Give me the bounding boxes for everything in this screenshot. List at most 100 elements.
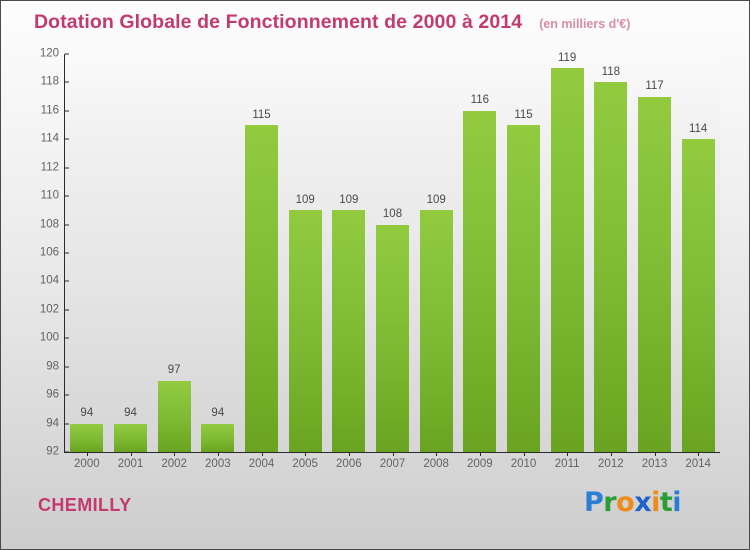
bar[interactable] — [376, 224, 409, 452]
entity-name-label: CHEMILLY — [38, 495, 132, 515]
y-axis-tick-mark — [65, 451, 69, 453]
x-axis-tick-mark — [86, 452, 88, 456]
bar[interactable] — [681, 139, 715, 452]
logo-letter: x — [634, 487, 652, 518]
x-axis-tick-mark — [348, 452, 350, 456]
y-axis-tick-label: 104 — [39, 274, 59, 287]
bar-value-label: 118 — [601, 65, 620, 78]
bar[interactable] — [507, 125, 540, 452]
bar[interactable] — [114, 423, 147, 452]
y-axis-tick-mark — [65, 81, 69, 83]
y-axis-tick-label: 94 — [46, 416, 59, 429]
y-axis-tick-mark — [65, 309, 69, 311]
x-axis-tick-label: 2001 — [117, 458, 144, 470]
y-axis-tick-label: 98 — [46, 359, 59, 372]
bar-value-label: 115 — [252, 108, 271, 121]
x-axis-tick-label: 2006 — [336, 458, 362, 470]
bar[interactable] — [157, 380, 191, 452]
bar-group[interactable]: 97 — [157, 54, 191, 452]
x-axis-tick-label: 2004 — [248, 458, 275, 470]
bar-value-label: 115 — [514, 108, 533, 121]
bar-group[interactable]: 115 — [507, 54, 540, 452]
y-axis-tick-mark — [65, 167, 69, 169]
logo-letter: r — [603, 487, 617, 518]
bar-value-label: 94 — [80, 407, 94, 420]
logo-letter: o — [616, 487, 635, 518]
y-axis-tick-label: 106 — [39, 246, 59, 259]
x-axis-tick-mark — [130, 452, 132, 456]
y-axis-tick-label: 102 — [39, 303, 59, 316]
y-axis-tick-mark — [65, 252, 69, 254]
bar-value-label: 109 — [339, 193, 359, 206]
x-axis-tick-label: 2009 — [467, 458, 493, 470]
y-axis-tick-mark — [65, 224, 69, 226]
x-axis-tick-label: 2011 — [554, 458, 580, 470]
bar-group[interactable]: 109 — [419, 54, 453, 452]
logo-letter: i — [672, 487, 682, 518]
y-axis-tick-label: 118 — [40, 75, 59, 88]
bar-group[interactable]: 108 — [376, 54, 409, 452]
bar-group[interactable]: 116 — [463, 54, 497, 452]
x-axis-tick-label: 2008 — [423, 458, 449, 470]
x-axis-tick-label: 2005 — [292, 458, 318, 470]
bar-group[interactable]: 94 — [70, 54, 104, 452]
y-axis-tick-label: 100 — [39, 331, 59, 344]
y-axis-tick-label: 116 — [40, 104, 59, 117]
logo-letter: i — [651, 487, 660, 518]
bar-group[interactable]: 109 — [332, 54, 366, 452]
bar-value-label: 94 — [211, 407, 225, 420]
y-axis-tick-mark — [65, 337, 69, 339]
bar[interactable] — [332, 210, 366, 452]
bar-group[interactable]: 109 — [288, 54, 322, 452]
bar[interactable] — [419, 210, 453, 452]
x-axis-tick-mark — [523, 452, 525, 456]
bar[interactable] — [70, 423, 104, 452]
y-axis-tick-label: 110 — [40, 189, 59, 202]
x-axis-tick-label: 2013 — [641, 458, 668, 470]
bar-value-label: 108 — [382, 208, 403, 221]
bar-group[interactable]: 114 — [681, 54, 715, 452]
bar-value-label: 119 — [557, 51, 577, 64]
bar-group[interactable]: 115 — [245, 54, 278, 452]
x-axis-tick-mark — [610, 452, 612, 456]
x-axis-tick-mark — [436, 452, 438, 456]
bar[interactable] — [550, 68, 584, 452]
y-axis-tick-mark — [65, 366, 69, 368]
bar[interactable] — [638, 96, 671, 452]
y-axis-tick-label: 120 — [39, 47, 59, 60]
y-axis-tick-mark — [65, 394, 69, 396]
bar-group[interactable]: 118 — [594, 54, 628, 452]
x-axis-tick-label: 2000 — [74, 458, 100, 470]
bar[interactable] — [201, 423, 235, 452]
bar-value-label: 116 — [470, 94, 489, 107]
bar[interactable] — [594, 82, 628, 452]
x-axis-tick-mark — [305, 452, 307, 456]
y-axis-tick-label: 108 — [39, 217, 59, 230]
bar-group[interactable]: 119 — [550, 51, 584, 452]
bar[interactable] — [245, 125, 278, 452]
x-axis-tick-mark — [654, 452, 656, 456]
x-axis-tick-label: 2007 — [379, 458, 406, 470]
logo-letter: P — [584, 487, 604, 518]
y-axis-tick-mark — [65, 138, 69, 140]
x-axis-tick-label: 2012 — [598, 458, 624, 470]
bar[interactable] — [463, 110, 497, 452]
bar-series: 94 94 97 94 115 109 109 108 109 116 115 119 118 117 11… — [65, 51, 720, 452]
bar[interactable] — [288, 210, 322, 452]
y-axis-tick-mark — [65, 110, 69, 112]
page-title: Dotation Globale de Fonctionnement de 20… — [34, 11, 523, 33]
y-axis-tick-mark — [65, 53, 69, 55]
bar-group[interactable]: 94 — [201, 54, 235, 452]
bar-group[interactable]: 117 — [638, 54, 671, 452]
x-axis-tick-mark — [261, 452, 263, 456]
chart-subtitle-units: (en milliers d'€) — [539, 17, 631, 31]
y-axis-tick-mark — [65, 195, 69, 197]
x-axis-tick-mark — [698, 452, 700, 456]
y-axis-tick-label: 96 — [46, 388, 59, 401]
y-axis-tick-mark — [65, 423, 69, 425]
x-axis-tick-label: 2014 — [685, 458, 711, 470]
bar-group[interactable]: 94 — [114, 54, 147, 452]
x-axis-tick-label: 2010 — [510, 458, 537, 470]
bar-value-label: 97 — [167, 364, 181, 377]
